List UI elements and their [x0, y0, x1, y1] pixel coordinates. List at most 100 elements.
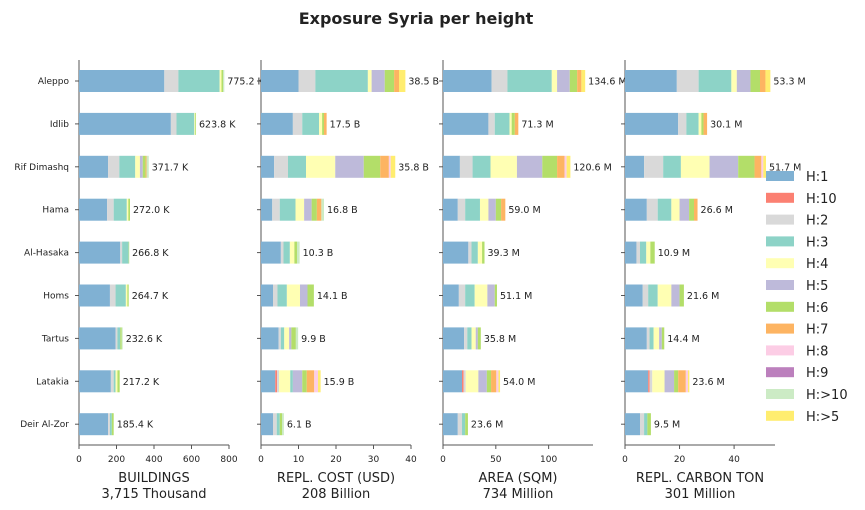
bar-segment-H5 — [664, 370, 675, 393]
bar-total-label: 14.1 B — [317, 291, 348, 302]
bar-segment-H3 — [115, 284, 126, 307]
bar-total-label: 71.3 M — [521, 119, 553, 130]
bar-segment-H1 — [443, 370, 463, 393]
bar-segment-H6 — [679, 284, 684, 307]
bar-segment-H2 — [458, 284, 466, 307]
bar-total-label: 54.0 M — [503, 377, 535, 388]
x-tick-label: 30 — [368, 455, 380, 465]
bar-segment-H2 — [678, 112, 687, 135]
bar-total-label: 134.6 M — [588, 77, 626, 88]
bar-total-label: 53.3 M — [773, 77, 805, 88]
bar-segment-H5 — [390, 155, 396, 178]
category-label: Aleppo — [38, 77, 70, 87]
bar-segment-H6 — [647, 413, 651, 436]
bar-segment-H3 — [657, 198, 672, 221]
bar-segment-H1 — [625, 370, 649, 393]
bar-segment-H5 — [478, 370, 487, 393]
category-label: Hama — [42, 206, 69, 216]
bar-segment-H2 — [272, 198, 280, 221]
x-axis-total: 208 Billion — [302, 487, 371, 502]
x-tick-label: 600 — [183, 455, 200, 465]
bar-segment-H6 — [542, 155, 558, 178]
bar-segment-H2 — [457, 413, 463, 436]
bar-total-label: 23.6 M — [692, 377, 724, 388]
bar-segment-H4 — [474, 284, 488, 307]
bar-segment-H3 — [283, 241, 290, 264]
bar-segment-H1 — [443, 413, 458, 436]
bar-segment-H6 — [120, 327, 122, 350]
bar-segment-H4 — [284, 327, 290, 350]
bar-segment-H3 — [113, 198, 127, 221]
legend-label: H:>5 — [806, 410, 839, 425]
bar-segment-H8 — [761, 155, 764, 178]
bar-segment-H10 — [223, 70, 225, 92]
x-tick-label: 40 — [728, 455, 740, 465]
legend-item: H:2 — [766, 214, 828, 229]
bar-segment-H2 — [164, 70, 179, 92]
x-axis-label: BUILDINGS — [118, 471, 189, 486]
legend-label: H:10 — [806, 192, 837, 207]
legend-swatch — [766, 171, 794, 181]
bar-segment-H2 — [464, 327, 468, 350]
bar-segment-H5 — [304, 198, 312, 221]
bar-total-label: 775.2 K — [227, 77, 264, 88]
bar-segment-H2 — [642, 284, 649, 307]
bar-segment-H10 — [282, 413, 284, 436]
x-tick-label: 800 — [220, 455, 237, 465]
bar-segment-H4 — [652, 370, 665, 393]
legend-label: H:7 — [806, 323, 828, 338]
bar-total-label: 35.8 M — [484, 334, 516, 345]
legend-item: H:7 — [766, 323, 828, 338]
bar-segment-H3 — [494, 112, 510, 135]
bar-segment-H5 — [659, 327, 662, 350]
bar-segment-H2 — [108, 155, 120, 178]
bar-segment-H6 — [195, 112, 196, 135]
bar-segment-H5 — [679, 198, 690, 221]
bar-segment-H1 — [625, 284, 643, 307]
bar-segment-H3 — [290, 370, 293, 393]
bar-segment-H10 — [295, 327, 299, 350]
bar-total-label: 51.1 M — [500, 291, 532, 302]
x-tick-label: 20 — [674, 455, 686, 465]
bar-total-label: 232.6 K — [126, 334, 163, 345]
bar-segment-H5 — [566, 155, 571, 178]
bar-total-label: 14.4 M — [667, 334, 699, 345]
bar-total-label: 6.1 B — [287, 420, 312, 431]
bar-segment-H5 — [736, 70, 751, 92]
legend-item: H:9 — [766, 366, 828, 381]
legend-item: H:>5 — [766, 410, 839, 425]
bar-total-label: 23.6 M — [471, 420, 503, 431]
legend-swatch — [766, 389, 794, 399]
bar-segment-H1 — [443, 284, 459, 307]
bar-segment-H5 — [709, 155, 739, 178]
bar-segment-H4 — [125, 284, 128, 307]
bar-segment-H1 — [261, 198, 273, 221]
bar-segment-H5 — [371, 70, 385, 92]
bar-segment-H10 — [297, 241, 300, 264]
bar-segment-H2 — [292, 112, 303, 135]
bar-segment-H6 — [650, 241, 655, 264]
legend-label: H:6 — [806, 301, 828, 316]
x-axis-total: 734 Million — [483, 487, 554, 502]
bar-total-label: 39.3 M — [488, 248, 520, 259]
bar-segment-H8 — [314, 370, 318, 393]
legend: H:1 H:10 H:2 H:3 H:4 H:5 H:6 H:7 H:8 H:9 H:>10 H:>5 — [766, 170, 848, 425]
bar-segment-H6 — [482, 241, 485, 264]
bar-total-label: 9.9 B — [301, 334, 326, 345]
bar-total-label: 59.0 M — [508, 205, 540, 216]
bar-segment-H1 — [261, 413, 273, 436]
bar-segment-H5 — [318, 370, 321, 393]
bar-segment-H3 — [640, 241, 647, 264]
bar-segment-H2 — [488, 112, 495, 135]
legend-swatch — [766, 280, 794, 290]
bar-segment-H6 — [738, 155, 755, 178]
category-label: Idlib — [50, 120, 69, 130]
bar-segment-H8 — [388, 155, 391, 178]
bar-segment-H4 — [135, 155, 140, 178]
bar-total-label: 120.6 M — [573, 162, 611, 173]
bar-segment-H2 — [640, 413, 645, 436]
bar-segment-H7 — [380, 155, 389, 178]
bar-segment-H3 — [698, 70, 732, 92]
bar-segment-H5 — [399, 70, 406, 92]
